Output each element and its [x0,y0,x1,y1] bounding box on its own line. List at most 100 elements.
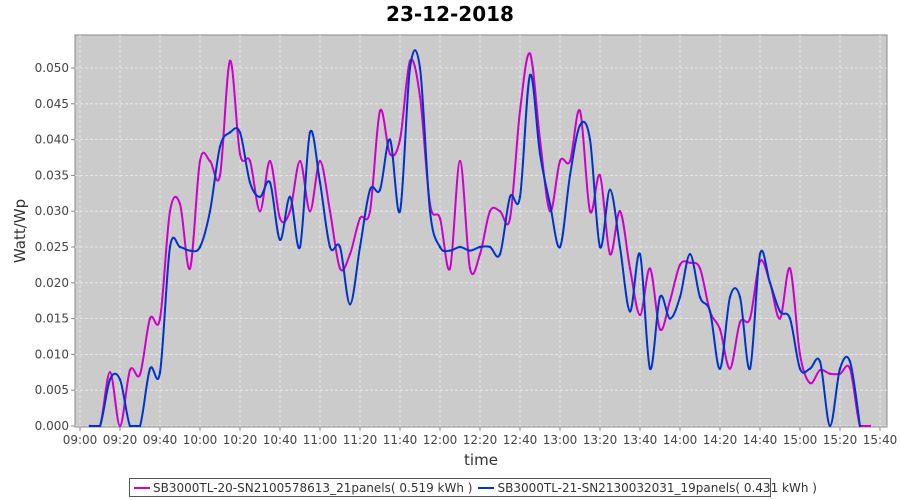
data-point [378,188,382,191]
data-point [688,252,692,256]
data-point [498,252,502,256]
data-point [448,267,452,270]
data-point [458,159,462,163]
data-point [128,368,132,372]
data-point [698,295,702,299]
x-tick-label: 13:40 [623,433,658,447]
data-point [618,210,622,213]
data-point [858,424,862,428]
data-point [318,159,322,163]
data-point [358,217,362,220]
legend: SB3000TL-20-SN2100578613_21panels( 0.519… [129,478,817,497]
data-point [608,252,612,256]
data-point [108,378,112,381]
y-tick-label: 0.040 [35,133,69,147]
data-point [328,210,332,213]
data-point [258,210,262,213]
data-point [668,317,672,320]
data-point [628,267,632,270]
x-tick-label: 14:40 [743,433,778,447]
data-point [198,245,202,249]
x-tick-label: 12:20 [463,433,498,447]
x-tick-label: 10:20 [223,433,258,447]
data-point [688,261,692,264]
data-point [788,267,792,270]
data-point [818,360,822,363]
data-point [268,159,272,163]
data-point [638,252,642,256]
data-point [248,159,252,163]
data-point [468,249,472,252]
x-tick-label: 11:40 [383,433,418,447]
data-point [178,245,182,249]
data-point [658,328,662,331]
legend-item-1: SB3000TL-20-SN2100578613_21panels( 0.519… [134,481,472,495]
data-point [508,195,512,199]
data-point [438,245,442,249]
data-point [148,317,152,320]
data-point [298,159,302,163]
legend-swatch-blue [478,487,495,489]
data-point [208,159,212,163]
data-point [248,181,252,184]
y-tick-label: 0.030 [35,204,69,218]
data-point [308,210,312,213]
data-point [168,210,172,213]
data-point [628,310,632,313]
data-point [548,202,552,206]
data-point [668,299,672,302]
data-point [228,131,232,134]
data-point [438,217,442,220]
data-point [488,210,492,213]
data-point [138,424,142,428]
data-point [768,281,772,284]
data-point [128,424,132,428]
data-point [728,367,732,370]
data-point [408,66,412,70]
data-point [838,367,842,370]
data-point [788,317,792,320]
y-tick-label: 0.000 [35,419,69,433]
data-point [678,263,682,267]
data-point [448,249,452,252]
data-point [338,245,342,249]
x-tick-label: 10:00 [183,433,218,447]
plot-area [74,34,888,428]
data-point [198,159,202,163]
data-point [538,152,542,156]
data-point [388,152,392,156]
data-point [158,371,162,374]
data-point [578,109,582,113]
data-point [398,210,402,213]
x-tick-label: 09:00 [63,433,98,447]
data-point [528,52,532,55]
y-tick-label: 0.050 [35,61,69,75]
data-point [598,174,602,177]
data-point [638,313,642,317]
data-point [238,131,242,134]
x-tick-label: 15:40 [863,433,898,447]
data-point [188,267,192,270]
data-point [478,252,482,256]
y-tick-label: 0.010 [35,347,69,361]
data-point [148,367,152,370]
data-point [718,367,722,370]
data-point [848,360,852,363]
data-point [338,267,342,270]
data-point [88,424,92,428]
data-point [808,381,812,385]
data-point [278,217,282,220]
data-point [478,245,482,249]
data-point [318,181,322,184]
legend-swatch-magenta [134,487,150,489]
y-tick-label: 0.045 [35,97,69,111]
data-point [348,252,352,256]
data-point [808,367,812,370]
x-tick-label: 15:00 [783,433,818,447]
data-point [178,202,182,206]
data-point [738,320,742,324]
data-point [798,353,802,356]
data-point [488,245,492,249]
y-tick-label: 0.015 [35,312,69,326]
